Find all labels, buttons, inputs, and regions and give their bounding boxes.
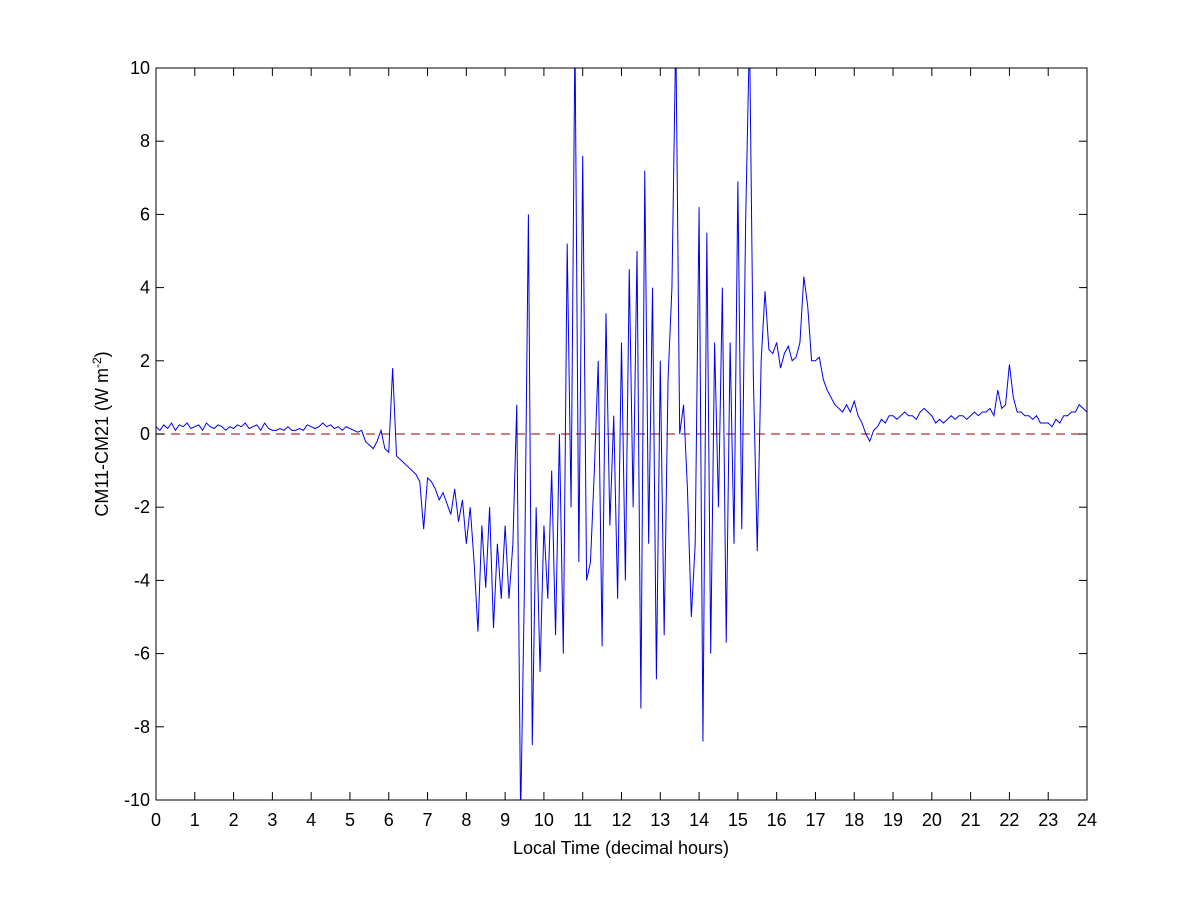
x-tick-label: 9 (500, 810, 510, 830)
x-tick-label: 10 (534, 810, 554, 830)
y-label-superscript: -2 (90, 357, 104, 368)
y-tick-label: 4 (140, 278, 150, 298)
x-tick-label: 7 (423, 810, 433, 830)
x-tick-label: 13 (650, 810, 670, 830)
x-tick-label: 3 (267, 810, 277, 830)
y-tick-label: 6 (140, 204, 150, 224)
x-tick-label: 6 (384, 810, 394, 830)
x-tick-label: 14 (689, 810, 709, 830)
y-tick-label: 8 (140, 131, 150, 151)
x-tick-label: 1 (190, 810, 200, 830)
y-label-suffix: ) (92, 351, 112, 357)
x-tick-label: 8 (461, 810, 471, 830)
y-tick-label: 10 (130, 58, 150, 78)
y-tick-label: -10 (124, 790, 150, 810)
y-tick-label: -8 (134, 717, 150, 737)
x-tick-label: 11 (573, 810, 592, 830)
x-tick-label: 16 (767, 810, 787, 830)
y-tick-label: 2 (140, 351, 150, 371)
x-tick-label: 5 (345, 810, 355, 830)
x-tick-label: 4 (306, 810, 316, 830)
x-tick-label: 17 (805, 810, 825, 830)
x-tick-label: 24 (1077, 810, 1097, 830)
y-axis-label: CM11-CM21 (W m-2) (90, 351, 112, 516)
x-tick-label: 21 (961, 810, 981, 830)
x-tick-label: 12 (611, 810, 631, 830)
x-tick-label: 0 (151, 810, 161, 830)
x-tick-label: 19 (883, 810, 903, 830)
y-label-text: CM11-CM21 (W m (92, 368, 112, 517)
x-tick-label: 18 (844, 810, 864, 830)
x-tick-label: 22 (999, 810, 1019, 830)
x-tick-label: 2 (229, 810, 239, 830)
y-tick-label: 0 (140, 424, 150, 444)
x-tick-label: 20 (922, 810, 942, 830)
data-line (156, 68, 1087, 800)
y-tick-label: -4 (134, 570, 150, 590)
y-tick-label: -6 (134, 644, 150, 664)
x-axis-label: Local Time (decimal hours) (513, 838, 729, 858)
y-tick-label: -2 (134, 497, 150, 517)
x-tick-label: 23 (1038, 810, 1058, 830)
x-tick-label: 15 (728, 810, 748, 830)
